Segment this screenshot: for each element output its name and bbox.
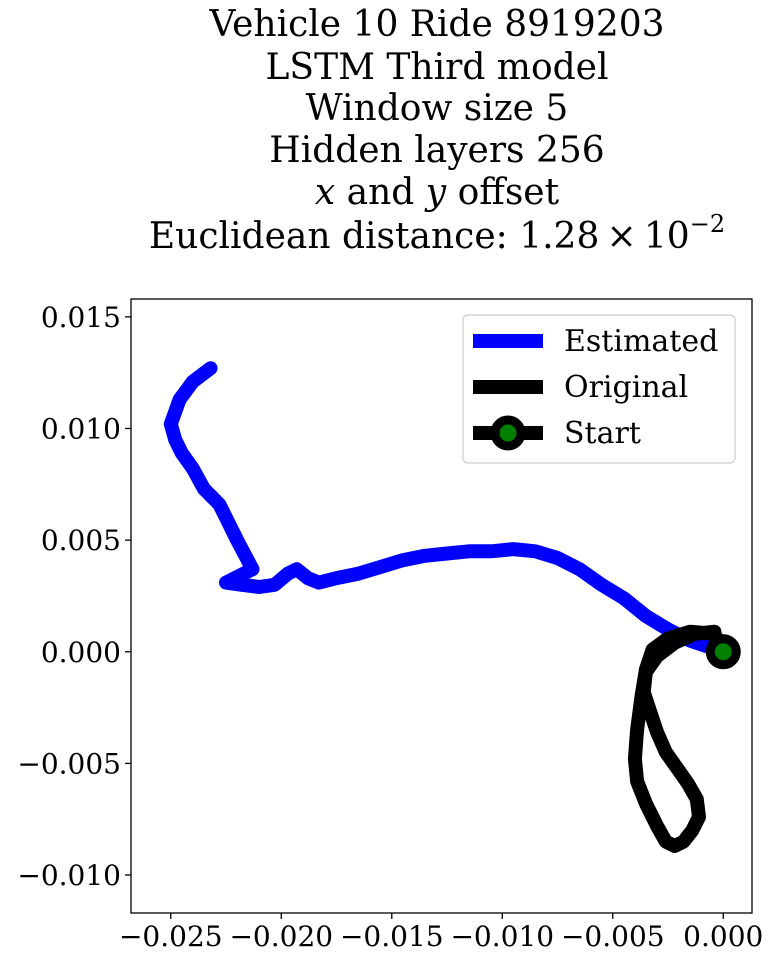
y-tick-label: −0.005 [17,747,121,780]
legend-original-label: Original [564,370,688,405]
legend-start-label: Start [564,416,641,451]
x-tick-label: −0.010 [450,920,554,953]
title-y-var: y [424,172,447,213]
y-tick-label: 0.010 [41,412,121,445]
title-exponent: −2 [690,210,725,238]
x-tick-label: 0.000 [683,920,763,953]
legend: Estimated Original Start [462,314,736,464]
title-x-var: x [315,172,335,213]
title-line-2: LSTM Third model [266,47,609,88]
y-tick-label: 0.000 [41,636,121,669]
start-point-marker [705,634,741,670]
original-series-line [627,624,731,853]
title-line-4: Hidden layers 256 [269,130,604,171]
x-tick-label: −0.020 [229,920,333,953]
title-line-6: Euclidean distance: 1.28 × 10−2 [149,210,725,257]
y-tick-label: −0.010 [17,859,121,892]
data-layer [163,361,741,853]
title-line-1: Vehicle 10 Ride 8919203 [208,4,664,45]
title-line-3: Window size 5 [306,88,569,129]
x-tick-label: −0.015 [340,920,444,953]
y-tick-label: 0.005 [41,524,121,557]
title-line-5: x and y offset [315,172,560,213]
title-distance: Euclidean distance: 1.28 × 10 [149,216,690,257]
estimated-series-line [163,361,731,659]
axes-layer: −0.025 −0.020 −0.015 −0.010 −0.005 0.0000.015… [17,301,763,953]
title-offset: offset [446,172,559,213]
x-tick-label: −0.005 [561,920,665,953]
y-tick-label: 0.015 [41,301,121,334]
x-tick-label: −0.025 [119,920,223,953]
chart-title: Vehicle 10 Ride 8919203 LSTM Third model… [149,4,725,257]
legend-start-marker [490,415,526,451]
title-and: and [335,172,426,213]
legend-estimated-label: Estimated [564,324,718,359]
plot-frame [130,298,753,914]
